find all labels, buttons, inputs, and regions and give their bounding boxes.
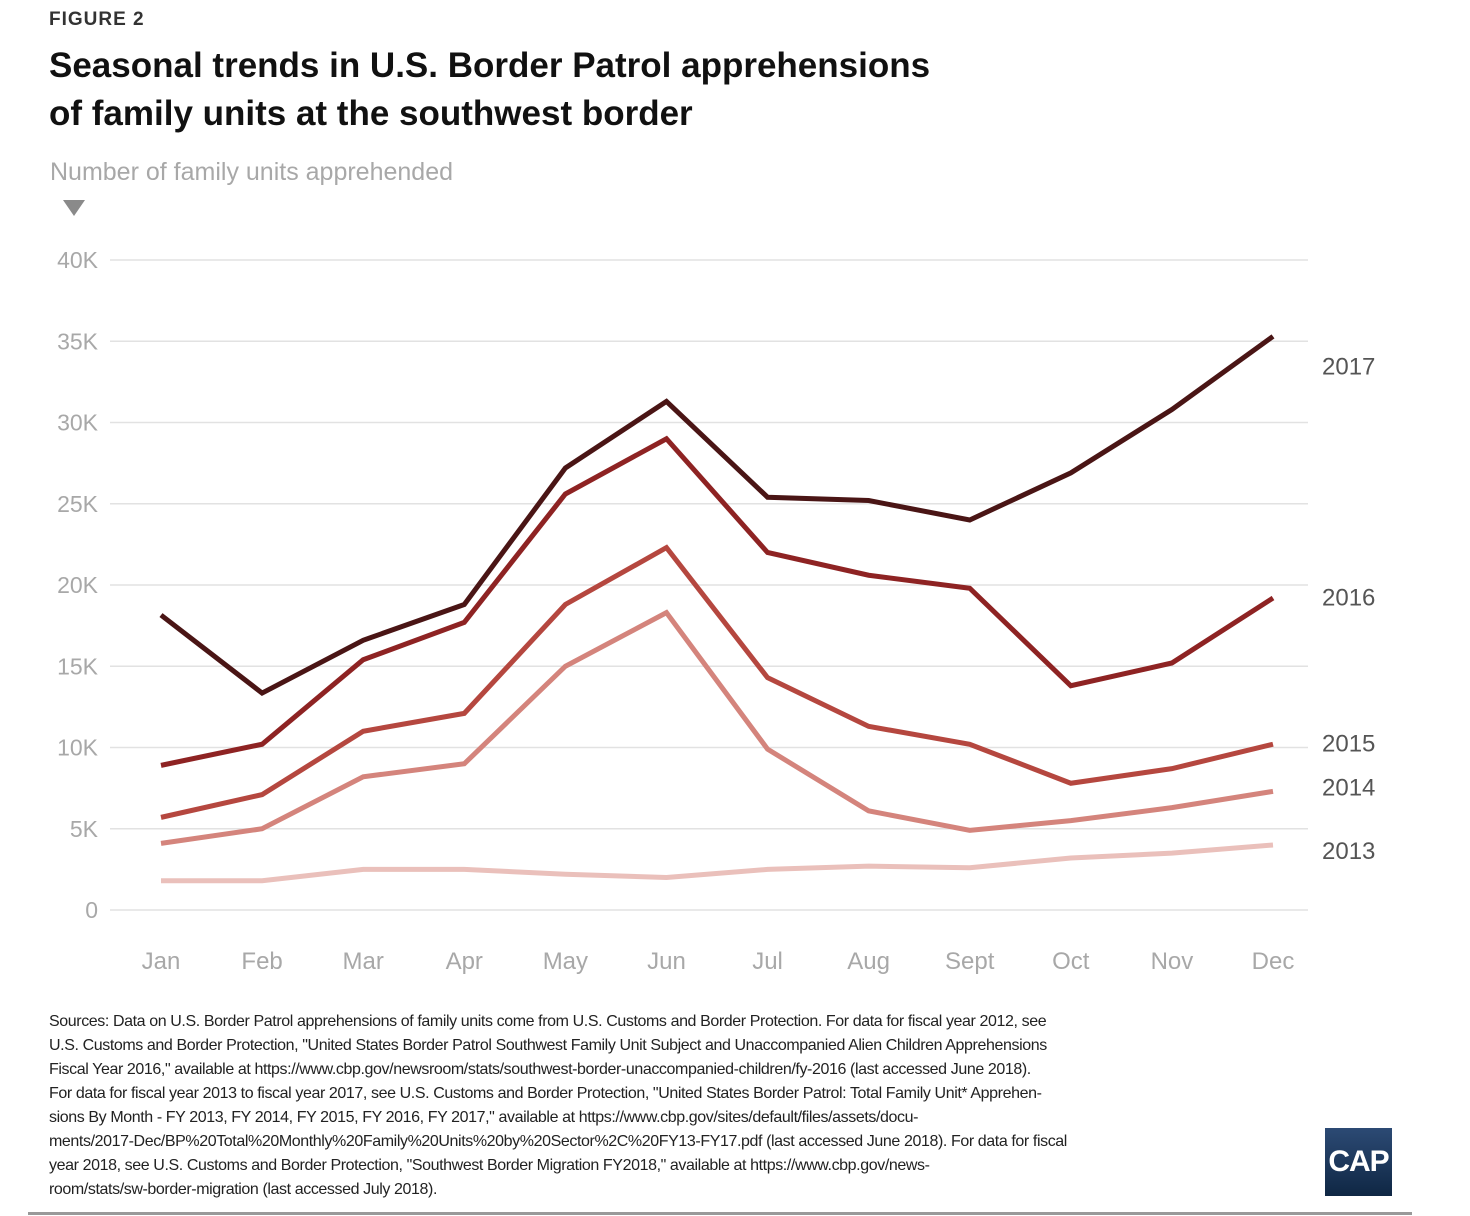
y-tick-label: 25K [57,491,99,517]
figure-label: FIGURE 2 [49,9,145,30]
sources-line: ments/2017-Dec/BP%20Total%20Monthly%20Fa… [49,1133,1067,1150]
y-tick-label: 15K [57,653,99,679]
x-tick-label: Feb [241,948,282,975]
x-tick-label: Mar [343,948,384,975]
sources-line: sions By Month - FY 2013, FY 2014, FY 20… [49,1109,919,1126]
series-label-2016: 2016 [1322,584,1375,611]
sources-line: U.S. Customs and Border Protection, "Uni… [49,1037,1047,1054]
series-line-2015 [160,544,1274,820]
y-tick-label: 35K [57,328,99,354]
series-line-2014 [160,609,1274,846]
x-tick-label: May [543,948,588,975]
sources-line: Sources: Data on U.S. Border Patrol appr… [49,1013,1047,1030]
x-tick-label: Oct [1052,948,1090,975]
y-tick-label: 40K [57,247,99,273]
sources-note: Sources: Data on U.S. Border Patrol appr… [49,1010,1067,1202]
x-tick-label: Dec [1252,948,1295,975]
y-tick-label: 10K [57,735,99,761]
series-line-2017 [159,334,1275,697]
title-line-1: Seasonal trends in U.S. Border Patrol ap… [49,46,931,85]
series-label-2014: 2014 [1322,775,1375,802]
series-label-2013: 2013 [1322,838,1375,865]
x-tick-label: Jul [752,948,783,975]
sources-line: For data for fiscal year 2013 to fiscal … [49,1085,1042,1102]
y-axis-label: Number of family units apprehended [50,158,454,186]
y-tick-label: 0 [85,897,98,923]
sources-line: Fiscal Year 2016," available at https://… [49,1061,1031,1078]
down-arrow-icon [63,200,85,216]
cap-logo: CAP [1325,1128,1392,1196]
series-label-2017: 2017 [1322,354,1375,381]
title-line-2: of family units at the southwest border [49,94,693,133]
sources-line: room/stats/sw-border-migration (last acc… [49,1181,438,1198]
series-line-2013 [161,842,1274,884]
y-tick-label: 20K [57,572,99,598]
bottom-divider [28,1212,1412,1215]
x-tick-label: Apr [446,948,483,975]
x-tick-label: Sept [945,948,995,975]
y-tick-label: 5K [70,816,99,842]
x-tick-label: Jun [647,948,686,975]
line-chart: 0 5K 10K 15K 20K 25K 30K 35K 40K Jan Feb Mar Apr May J… [57,247,1375,975]
chart-title: Seasonal trends in U.S. Border Patrol ap… [49,42,930,138]
x-tick-label: Nov [1151,948,1194,975]
series-label-2015: 2015 [1322,731,1375,758]
x-tick-label: Jan [142,948,181,975]
sources-line: year 2018, see U.S. Customs and Border P… [49,1157,930,1174]
series-line-2016 [160,435,1275,768]
x-tick-label: Aug [847,948,890,975]
y-tick-label: 30K [57,410,99,436]
